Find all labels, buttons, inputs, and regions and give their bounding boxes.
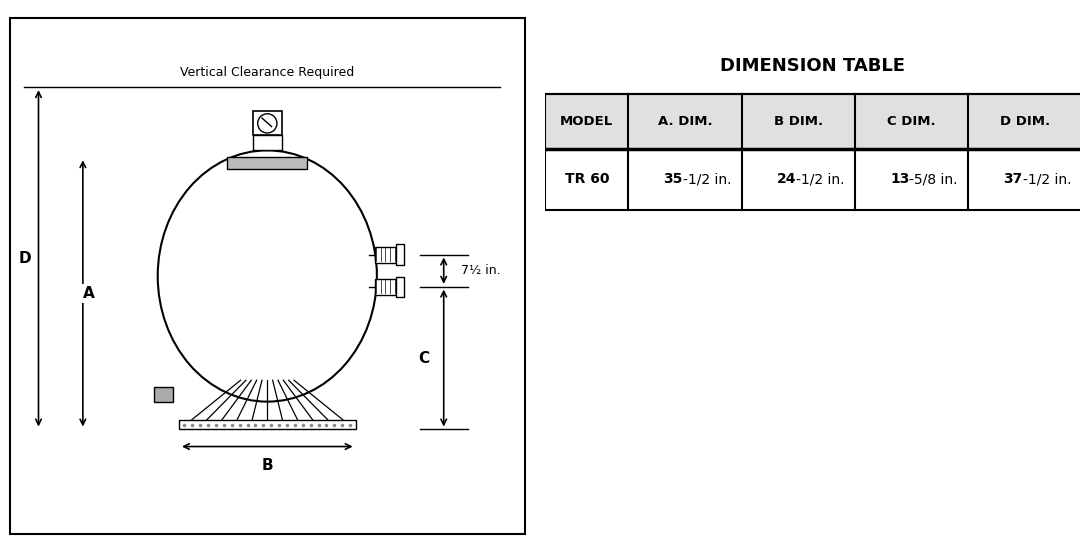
Text: C: C: [418, 351, 429, 365]
Text: C DIM.: C DIM.: [888, 115, 936, 128]
Text: 24: 24: [777, 172, 796, 187]
Bar: [545, 94, 1080, 210]
Bar: [395, 277, 404, 297]
Text: -1/2 in.: -1/2 in.: [683, 172, 731, 187]
Text: TR 60: TR 60: [565, 172, 609, 187]
Text: -1/2 in.: -1/2 in.: [796, 172, 845, 187]
Circle shape: [258, 114, 276, 133]
Text: MODEL: MODEL: [561, 115, 613, 128]
Bar: [179, 420, 355, 429]
Text: 7½ in.: 7½ in.: [461, 264, 501, 277]
Bar: [253, 135, 282, 150]
Bar: [395, 245, 404, 265]
Text: 13: 13: [890, 172, 909, 187]
Bar: [227, 157, 308, 169]
Text: D DIM.: D DIM.: [1000, 115, 1050, 128]
Bar: [375, 247, 395, 263]
Bar: [154, 386, 173, 402]
Text: A: A: [83, 286, 95, 301]
Text: 37: 37: [1003, 172, 1023, 187]
Ellipse shape: [158, 150, 377, 402]
Text: Vertical Clearance Required: Vertical Clearance Required: [180, 66, 354, 79]
Bar: [545, 94, 1080, 210]
Bar: [375, 279, 395, 295]
Text: -5/8 in.: -5/8 in.: [909, 172, 958, 187]
Bar: [253, 112, 282, 135]
Text: A. DIM.: A. DIM.: [658, 115, 712, 128]
Bar: [545, 94, 1080, 149]
Text: -1/2 in.: -1/2 in.: [1023, 172, 1071, 187]
Text: D: D: [18, 251, 31, 266]
Text: B DIM.: B DIM.: [773, 115, 823, 128]
Text: B: B: [261, 458, 273, 473]
Text: 35: 35: [663, 172, 683, 187]
Text: DIMENSION TABLE: DIMENSION TABLE: [720, 57, 905, 75]
